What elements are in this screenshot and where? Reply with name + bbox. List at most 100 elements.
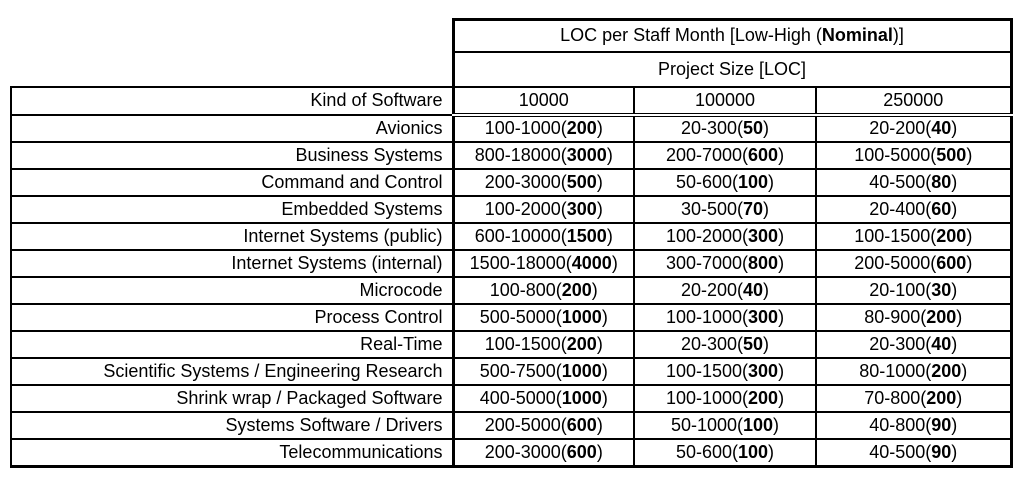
- nominal-value: 50: [743, 333, 764, 354]
- table-row: Systems Software / Drivers 200-5000(600) 5…: [10, 411, 1013, 440]
- row-label: Shrink wrap / Packaged Software: [10, 384, 454, 413]
- value-cell: 300-7000(800): [633, 249, 817, 278]
- row-label: Microcode: [10, 276, 454, 305]
- nominal-value: 200: [936, 225, 967, 246]
- nominal-value: 800: [748, 252, 779, 273]
- table-row: Business Systems 800-18000(3000) 200-7000(…: [10, 141, 1013, 170]
- value-cell: 100-1000(200): [451, 114, 635, 143]
- nominal-value: 70: [743, 198, 764, 219]
- table-row: Process Control 500-5000(1000) 100-1000(30…: [10, 303, 1013, 332]
- row-label: Real-Time: [10, 330, 454, 359]
- row-label: Internet Systems (public): [10, 222, 454, 251]
- value-cell: 20-300(40): [815, 330, 1013, 359]
- value-cell: 200-3000(500): [451, 168, 635, 197]
- blank-corner: [11, 52, 453, 87]
- value-cell: 100-1000(300): [633, 303, 817, 332]
- nominal-value: 80: [931, 171, 952, 192]
- nominal-value: 4000: [571, 252, 612, 273]
- nominal-value: 200: [926, 306, 957, 327]
- value-cell: 100-2000(300): [633, 222, 817, 251]
- table-subtitle-row: Project Size [LOC]: [11, 52, 1013, 88]
- value-cell: 200-3000(600): [451, 438, 635, 468]
- row-label: Scientific Systems / Engineering Researc…: [10, 357, 454, 386]
- value-cell: 40-800(90): [815, 411, 1013, 440]
- value-cell: 20-300(50): [633, 330, 817, 359]
- nominal-value: 300: [748, 225, 779, 246]
- table-row: Scientific Systems / Engineering Researc…: [10, 357, 1013, 386]
- value-cell: 70-800(200): [815, 384, 1013, 413]
- nominal-value: 90: [931, 441, 952, 462]
- value-cell: 200-5000(600): [451, 411, 635, 440]
- nominal-value: 3000: [566, 144, 607, 165]
- nominal-value: 300: [566, 198, 597, 219]
- value-cell: 20-300(50): [633, 114, 817, 143]
- value-cell: 100-800(200): [451, 276, 635, 305]
- nominal-value: 200: [926, 387, 957, 408]
- value-cell: 200-7000(600): [633, 141, 817, 170]
- nominal-value: 300: [748, 360, 779, 381]
- nominal-value: 600: [936, 252, 967, 273]
- corner-header-kind-of-software: Kind of Software: [10, 86, 454, 116]
- value-cell: 100-1500(300): [633, 357, 817, 386]
- nominal-value: 100: [743, 414, 774, 435]
- value-cell: 100-1500(200): [815, 222, 1013, 251]
- nominal-value: 200: [566, 118, 597, 139]
- value-cell: 20-400(60): [815, 195, 1013, 224]
- nominal-value: 200: [561, 279, 592, 300]
- nominal-value: 200: [748, 387, 779, 408]
- table-row: Real-Time 100-1500(200) 20-300(50) 20-300(4…: [10, 330, 1013, 359]
- value-cell: 200-5000(600): [815, 249, 1013, 278]
- value-cell: 600-10000(1500): [451, 222, 635, 251]
- column-header-row: Kind of Software 10000 100000 250000: [10, 86, 1013, 117]
- column-header-250000: 250000: [815, 86, 1013, 117]
- column-header-10000: 10000: [451, 86, 635, 117]
- nominal-value: 600: [748, 144, 779, 165]
- nominal-value: 1000: [561, 387, 602, 408]
- table-title-text: LOC per Staff Month [Low-High (: [560, 25, 822, 46]
- row-label: Process Control: [10, 303, 454, 332]
- value-cell: 30-500(70): [633, 195, 817, 224]
- nominal-value: 200: [931, 360, 962, 381]
- nominal-value: 40: [743, 279, 764, 300]
- nominal-value: 1000: [561, 306, 602, 327]
- table-row: Internet Systems (public) 600-10000(1500)…: [10, 222, 1013, 251]
- nominal-value: 60: [931, 198, 952, 219]
- row-label: Business Systems: [10, 141, 454, 170]
- value-cell: 100-5000(500): [815, 141, 1013, 170]
- nominal-value: 600: [566, 414, 597, 435]
- nominal-value: 1000: [561, 360, 602, 381]
- nominal-value: 500: [566, 171, 597, 192]
- value-cell: 40-500(90): [815, 438, 1013, 468]
- table-row: Microcode 100-800(200) 20-200(40) 20-100(30…: [10, 276, 1013, 305]
- loc-per-staff-month-table: LOC per Staff Month [Low-High (Nominal)]…: [10, 18, 1013, 468]
- blank-corner: [11, 19, 453, 52]
- table-title: LOC per Staff Month [Low-High (Nominal)]: [451, 18, 1013, 53]
- nominal-value: 200: [566, 333, 597, 354]
- value-cell: 100-2000(300): [451, 195, 635, 224]
- nominal-value: 300: [748, 306, 779, 327]
- nominal-value: 40: [931, 118, 952, 139]
- column-header-100000: 100000: [633, 86, 817, 117]
- nominal-value: 90: [931, 414, 952, 435]
- value-cell: 100-1500(200): [451, 330, 635, 359]
- nominal-value: 500: [936, 144, 967, 165]
- value-cell: 500-5000(1000): [451, 303, 635, 332]
- value-cell: 80-900(200): [815, 303, 1013, 332]
- table-title-suffix-text: )]: [892, 25, 904, 46]
- value-cell: 50-1000(100): [633, 411, 817, 440]
- value-cell: 20-100(30): [815, 276, 1013, 305]
- value-cell: 1500-18000(4000): [451, 249, 635, 278]
- value-cell: 100-1000(200): [633, 384, 817, 413]
- row-label: Embedded Systems: [10, 195, 454, 224]
- nominal-value: 100: [738, 441, 769, 462]
- table-row: Shrink wrap / Packaged Software 400-5000(…: [10, 384, 1013, 413]
- nominal-value: 600: [566, 441, 597, 462]
- nominal-value: 100: [738, 171, 769, 192]
- value-cell: 400-5000(1000): [451, 384, 635, 413]
- value-cell: 50-600(100): [633, 168, 817, 197]
- row-label: Systems Software / Drivers: [10, 411, 454, 440]
- table-body: Avionics 100-1000(200) 20-300(50) 20-200(40…: [10, 114, 1013, 468]
- nominal-value: 40: [931, 333, 952, 354]
- value-cell: 40-500(80): [815, 168, 1013, 197]
- nominal-value: 50: [743, 118, 764, 139]
